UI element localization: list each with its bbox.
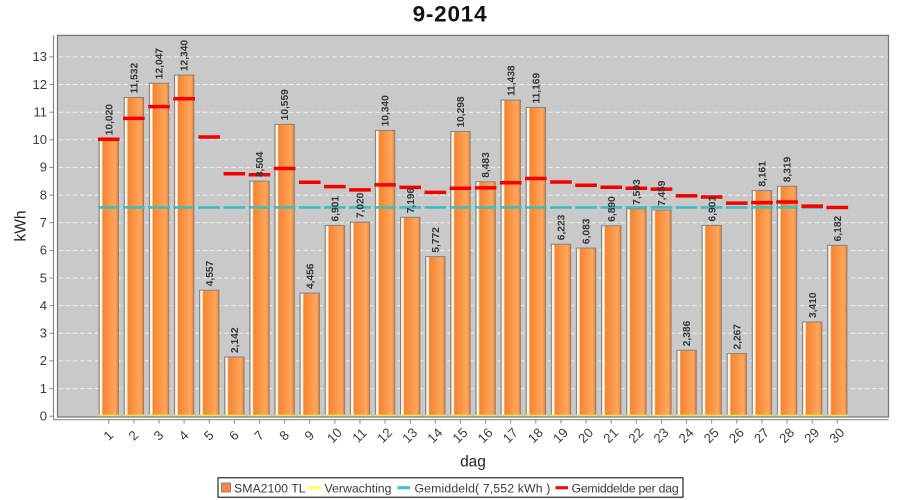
svg-text:5: 5 (40, 270, 47, 285)
svg-text:2,386: 2,386 (682, 320, 693, 346)
svg-text:9-2014: 9-2014 (413, 1, 488, 26)
svg-text:6,223: 6,223 (557, 214, 568, 240)
svg-text:6,901: 6,901 (330, 196, 341, 222)
svg-text:11,169: 11,169 (531, 73, 542, 104)
svg-text:2: 2 (40, 353, 47, 368)
svg-text:dag: dag (460, 454, 486, 471)
svg-text:Verwachting: Verwachting (325, 482, 392, 496)
svg-text:10,298: 10,298 (456, 96, 467, 127)
svg-text:3: 3 (40, 326, 47, 341)
svg-text:6: 6 (40, 243, 47, 258)
svg-text:10,340: 10,340 (381, 95, 392, 126)
svg-text:5,772: 5,772 (431, 227, 442, 253)
svg-text:6,901: 6,901 (707, 196, 718, 222)
svg-text:12,047: 12,047 (155, 48, 166, 79)
svg-text:7,196: 7,196 (406, 187, 417, 213)
svg-text:0: 0 (40, 409, 47, 424)
svg-text:9: 9 (40, 160, 47, 175)
svg-text:kWh: kWh (13, 211, 30, 242)
svg-text:11: 11 (34, 105, 48, 120)
svg-text:10,020: 10,020 (104, 104, 115, 135)
svg-text:10,559: 10,559 (280, 89, 291, 120)
svg-text:SMA2100 TL: SMA2100 TL (234, 482, 306, 496)
svg-text:3,410: 3,410 (808, 292, 819, 318)
svg-text:8,483: 8,483 (481, 152, 492, 178)
svg-text:7,020: 7,020 (356, 192, 367, 218)
svg-text:6,083: 6,083 (582, 218, 593, 244)
svg-text:6,182: 6,182 (833, 216, 844, 242)
svg-text:12: 12 (33, 77, 47, 92)
svg-text:10: 10 (33, 132, 47, 147)
svg-text:Gemiddeld( 7,552 kWh ): Gemiddeld( 7,552 kWh ) (415, 482, 551, 496)
svg-text:4,557: 4,557 (205, 260, 216, 286)
svg-text:2,142: 2,142 (230, 327, 241, 353)
svg-text:8: 8 (40, 187, 47, 202)
svg-text:1: 1 (40, 381, 47, 396)
svg-text:Gemiddelde per dag: Gemiddelde per dag (572, 482, 679, 496)
svg-text:11,438: 11,438 (506, 65, 517, 96)
svg-text:6,890: 6,890 (607, 196, 618, 222)
svg-text:8,161: 8,161 (758, 161, 769, 187)
svg-text:12,340: 12,340 (180, 40, 191, 71)
svg-text:4,456: 4,456 (305, 263, 316, 289)
svg-text:11,532: 11,532 (129, 63, 140, 94)
svg-text:7: 7 (40, 215, 47, 230)
svg-text:7,503: 7,503 (632, 179, 643, 205)
svg-text:8,319: 8,319 (783, 156, 794, 182)
svg-text:2,267: 2,267 (732, 324, 743, 350)
svg-text:8,504: 8,504 (255, 151, 266, 177)
svg-text:13: 13 (33, 49, 47, 64)
svg-text:7,459: 7,459 (657, 180, 668, 206)
svg-text:4: 4 (40, 298, 47, 313)
